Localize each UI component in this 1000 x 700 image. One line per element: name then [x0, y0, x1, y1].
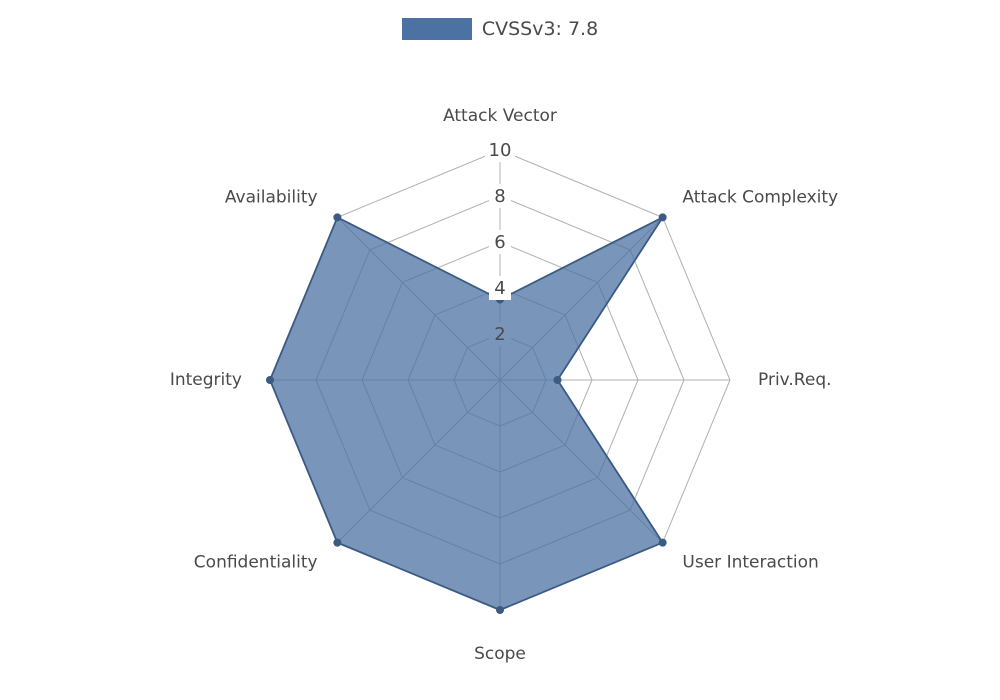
series-marker — [266, 376, 274, 384]
axis-label: Confidentiality — [194, 552, 318, 572]
series-marker — [554, 376, 562, 384]
axis-label: User Interaction — [682, 552, 818, 572]
series-marker — [333, 213, 341, 221]
legend-swatch — [402, 18, 472, 40]
series-area — [270, 217, 663, 610]
radar-chart-container: CVSSv3: 7.8 2 4 6 8 10 Attack Vector Attack Co… — [0, 0, 1000, 700]
legend-label: CVSSv3: 7.8 — [482, 18, 598, 40]
axis-label: Attack Complexity — [682, 188, 838, 208]
tick-label: 8 — [494, 186, 505, 207]
legend: CVSSv3: 7.8 — [0, 18, 1000, 44]
tick-label: 6 — [494, 232, 505, 253]
tick-label: 10 — [489, 140, 512, 161]
radar-chart: 2 4 6 8 10 Attack Vector Attack Complexity Priv… — [0, 0, 1000, 700]
legend-item: CVSSv3: 7.8 — [402, 18, 598, 40]
tick-label: 4 — [494, 278, 505, 299]
tick-label: 2 — [494, 324, 505, 345]
axis-label: Integrity — [170, 370, 242, 390]
series-marker — [333, 539, 341, 547]
axis-label: Scope — [474, 644, 526, 664]
series-marker — [659, 539, 667, 547]
series-marker — [496, 606, 504, 614]
series-marker — [659, 213, 667, 221]
axis-label: Attack Vector — [443, 106, 557, 126]
axis-label: Priv.Req. — [758, 370, 832, 390]
axis-label: Availability — [225, 188, 318, 208]
